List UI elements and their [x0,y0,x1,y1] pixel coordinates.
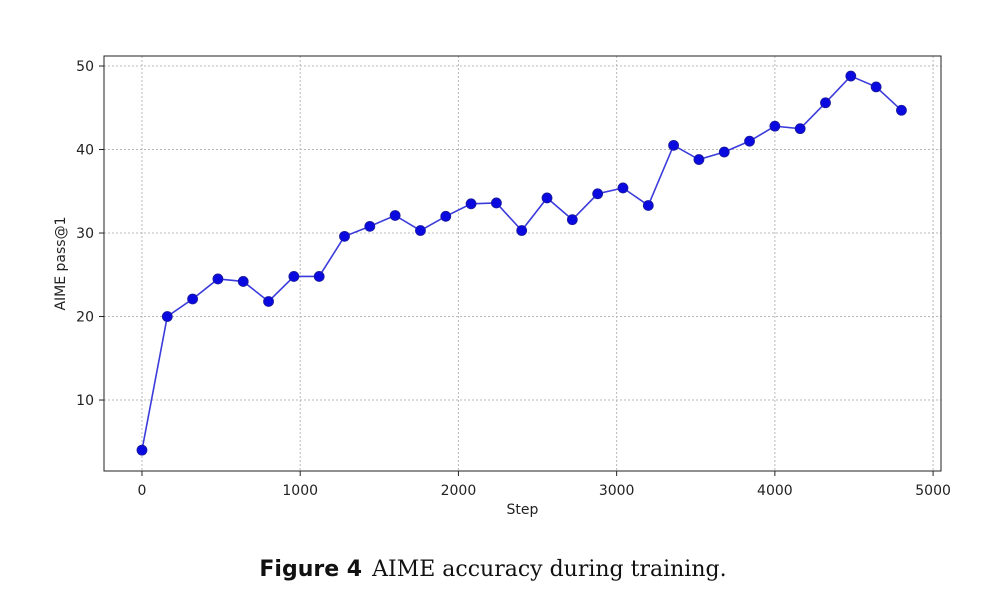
data-point [465,198,477,210]
data-point [440,210,452,222]
data-point [136,444,148,456]
data-point [845,70,857,82]
data-point [896,104,907,116]
caption-text: AIME accuracy during training. [372,557,727,582]
x-tick-label: 0 [138,483,147,499]
x-tick-label: 3000 [599,483,635,499]
data-point [415,225,426,236]
data-point [769,120,781,132]
data-point [642,200,654,211]
y-tick-label: 10 [76,393,94,409]
x-tick-label: 1000 [282,483,318,499]
figure-number: Figure 4 [259,557,363,582]
data-point [490,197,502,209]
x-tick-label: 5000 [915,483,951,499]
data-point [339,230,350,242]
data-point [541,192,553,204]
axis-ticks: 0 1000 2000 3000 4000 5000 10 20 30 40 50 [76,59,951,499]
grid-lines [104,56,941,471]
line-chart: 0 1000 2000 3000 4000 5000 10 20 30 40 50 Step AIM… [53,55,951,518]
data-point [212,273,224,285]
data-point [288,271,300,282]
y-tick-label: 40 [76,143,94,159]
data-point [566,214,578,226]
data-point [237,276,249,287]
data-point [263,296,274,307]
data-point [161,311,173,322]
data-point [870,81,882,93]
data-point [693,154,705,165]
x-tick-label: 2000 [441,483,477,499]
x-axis-label: Step [507,502,539,518]
y-axis-label: AIME pass@1 [53,216,69,310]
x-tick-label: 4000 [757,483,793,499]
data-point [313,271,325,282]
data-point [744,135,755,147]
y-tick-label: 30 [76,226,94,242]
figure-caption: Figure 4 AIME accuracy during training. [0,556,986,582]
data-point [592,188,604,200]
data-point [718,146,730,158]
data-points [136,70,907,456]
data-point [364,220,376,232]
y-tick-label: 50 [76,59,94,75]
series-line [141,75,902,451]
data-point [820,97,831,109]
data-point [516,225,528,236]
data-point [794,123,806,135]
y-tick-label: 20 [76,310,94,326]
plot-frame [103,55,942,472]
data-point [389,210,401,221]
data-point [187,293,199,305]
data-point [617,182,629,194]
data-point [668,139,680,151]
